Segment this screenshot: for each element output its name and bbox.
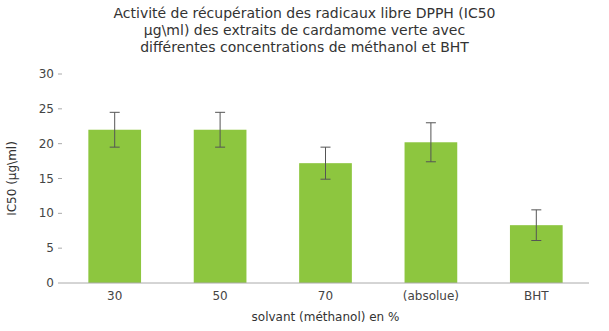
- error-cap: [110, 147, 120, 148]
- error-stem: [430, 123, 431, 162]
- error-bar: [215, 112, 225, 147]
- error-bar: [426, 123, 436, 162]
- error-cap: [215, 147, 225, 148]
- y-tick-label: 10: [39, 206, 54, 220]
- y-tick: [58, 213, 62, 214]
- x-axis-line: [62, 283, 589, 284]
- y-tick: [58, 283, 62, 284]
- y-tick-label: 25: [39, 102, 54, 116]
- y-tick: [58, 248, 62, 249]
- x-tick-label: 30: [107, 289, 122, 303]
- x-axis: 30 50 70 (absolue) BHT: [62, 283, 589, 303]
- title: Activité de récupération des radicaux li…: [113, 5, 495, 55]
- y-tick-label: 5: [46, 241, 54, 255]
- y-tick-label: 30: [39, 67, 54, 81]
- title-line: µg\ml) des extraits de cardamome verte a…: [144, 22, 465, 38]
- x-tick-label: BHT: [524, 289, 549, 303]
- error-cap: [321, 147, 331, 148]
- y-tick: [58, 178, 62, 179]
- x-tick-label: (absolue): [403, 289, 459, 303]
- error-cap: [321, 179, 331, 180]
- error-bar: [110, 112, 120, 147]
- error-cap: [110, 112, 120, 113]
- bar: [194, 130, 247, 283]
- y-axis: 0 5 10 15 20 25 30: [39, 67, 62, 290]
- chart-svg: Activité de récupération des radicaux li…: [0, 0, 609, 331]
- y-tick-label: 15: [39, 172, 54, 186]
- error-bar: [321, 147, 331, 179]
- y-tick: [58, 108, 62, 109]
- error-cap: [215, 112, 225, 113]
- plot-area: [88, 112, 562, 283]
- error-stem: [325, 147, 326, 179]
- y-tick: [58, 143, 62, 144]
- bar: [299, 163, 352, 283]
- y-tick-label: 20: [39, 137, 54, 151]
- error-stem: [220, 112, 221, 147]
- error-cap: [426, 161, 436, 162]
- title-line: différentes concentrations de méthanol e…: [140, 39, 469, 55]
- error-cap: [531, 209, 541, 210]
- bar: [405, 142, 458, 283]
- y-axis-label: IC50 (µg\ml): [5, 141, 19, 216]
- chart-container: Activité de récupération des radicaux li…: [0, 0, 609, 331]
- y-tick: [58, 74, 62, 75]
- bar: [88, 130, 141, 283]
- x-tick-label: 50: [212, 289, 227, 303]
- title-line: Activité de récupération des radicaux li…: [113, 5, 495, 21]
- y-tick-label: 0: [46, 276, 54, 290]
- error-bar: [531, 210, 541, 241]
- error-stem: [536, 210, 537, 241]
- error-cap: [426, 122, 436, 123]
- x-axis-label: solvant (méthanol) en %: [252, 310, 400, 324]
- error-stem: [114, 112, 115, 147]
- x-tick-label: 70: [318, 289, 333, 303]
- error-cap: [531, 240, 541, 241]
